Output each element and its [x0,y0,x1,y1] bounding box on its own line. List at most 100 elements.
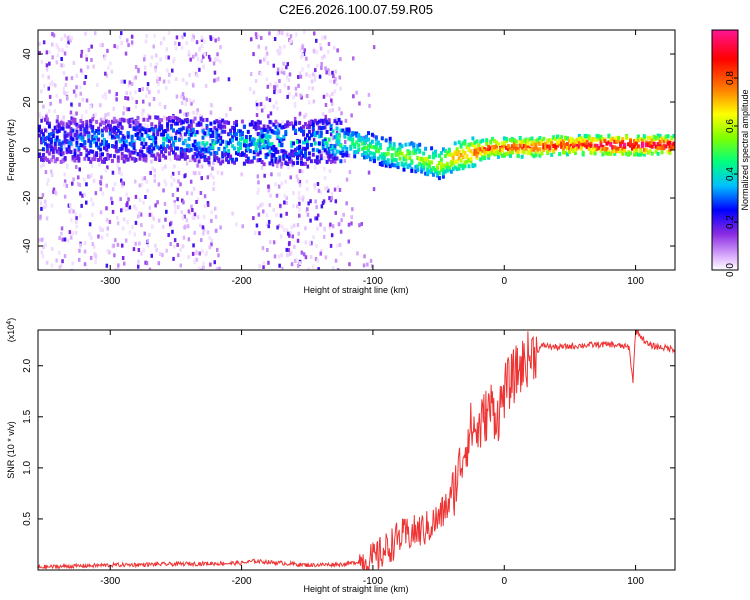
noise-cell [152,156,155,161]
ridge-cell [150,153,154,158]
ridge-cell [63,156,67,160]
ridge-cell [175,121,179,126]
ridge-cell [138,154,142,159]
ridge-cell [369,151,372,156]
noise-cell [54,83,57,88]
noise-cell [286,253,289,258]
noise-cell [69,38,72,43]
noise-cell [188,98,192,103]
ridge-cell [122,135,126,140]
ridge-cell [445,151,449,156]
noise-cell [322,94,326,99]
ridge-cell [270,158,274,163]
noise-cell [293,104,297,108]
noise-cell [201,225,205,230]
noise-cell [137,248,141,252]
noise-cell [182,200,185,205]
ridge-cell [585,139,589,144]
noise-cell [131,96,134,101]
ridge-cell [410,159,414,164]
ridge-cell [526,150,530,155]
ridge-cell [617,139,621,144]
ridge-cell [562,147,565,152]
ridge-cell [325,141,329,146]
noise-cell [312,48,316,53]
ridge-cell [495,140,499,145]
ridge-cell [305,145,309,150]
noise-cell [186,191,189,196]
noise-cell [324,125,327,130]
noise-cell [172,256,175,261]
ridge-cell [85,148,89,153]
ridge-cell [311,125,315,130]
ridge-cell [629,141,632,146]
noise-cell [171,229,174,234]
ridge-cell [345,153,349,158]
noise-cell [187,52,191,57]
ridge-cell [309,159,313,164]
noise-cell [202,214,206,219]
ridge-cell [209,143,213,148]
noise-cell [350,113,353,118]
ridge-cell [191,143,195,148]
noise-cell [60,226,64,231]
ridge-cell [579,142,583,147]
noise-cell [213,260,216,265]
noise-cell [145,93,148,98]
noise-cell [198,164,202,169]
noise-cell [210,238,213,243]
noise-cell [338,75,341,80]
ridge-cell [378,145,382,150]
noise-cell [339,222,342,226]
ridge-cell [636,144,640,149]
ridge-cell [573,151,577,155]
noise-cell [121,183,124,188]
ridge-cell [510,148,514,153]
ridge-cell [77,156,81,161]
noise-cell [168,133,172,138]
ridge-cell [262,139,266,144]
ridge-cell [248,149,252,154]
ridge-cell [337,117,341,122]
noise-cell [370,264,374,269]
noise-cell [65,43,69,48]
ridge-cell [83,156,87,161]
noise-cell [175,35,179,40]
ridge-cell [191,154,195,159]
ridge-cell [59,142,63,146]
noise-cell [113,44,116,49]
noise-cell [127,197,130,202]
ridge-cell [327,151,331,156]
noise-cell [266,248,269,252]
noise-cell [151,166,155,171]
ridge-cell [402,164,406,168]
noise-cell [272,240,276,245]
ridge-cell [487,144,491,149]
ridge-cell [469,149,473,154]
ridge-cell [89,159,93,164]
ridge-cell [455,159,459,164]
noise-cell [300,250,304,255]
noise-cell [44,170,48,175]
ridge-cell [254,148,258,153]
noise-cell [116,221,120,226]
noise-cell [138,198,142,203]
ridge-cell [294,152,298,156]
noise-cell [202,39,206,44]
noise-cell [203,204,207,209]
noise-cell [286,62,289,67]
ridge-cell [219,139,223,144]
ridge-cell [451,159,455,163]
ridge-cell [223,152,227,157]
noise-cell [192,243,195,248]
ridge-cell [595,147,599,152]
ridge-cell [47,132,51,137]
noise-cell [146,82,150,87]
noise-cell [278,79,281,83]
ridge-cell [229,138,233,143]
noise-cell [38,111,42,116]
noise-cell [225,113,228,118]
ridge-cell [130,134,134,139]
ridge-cell [110,119,114,124]
noise-cell [285,247,288,252]
